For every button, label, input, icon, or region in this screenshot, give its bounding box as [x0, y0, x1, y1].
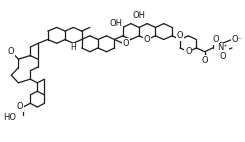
Text: O⁻: O⁻	[232, 35, 243, 44]
Text: O: O	[144, 35, 150, 44]
Text: O: O	[201, 56, 208, 65]
Text: H: H	[70, 43, 76, 52]
Text: O: O	[123, 39, 129, 48]
Text: O: O	[219, 52, 226, 61]
Text: HO: HO	[3, 113, 16, 122]
Text: O: O	[177, 31, 183, 40]
Text: OH: OH	[110, 19, 123, 28]
Text: O: O	[8, 47, 15, 56]
Text: O: O	[213, 35, 219, 44]
Text: OH: OH	[133, 11, 146, 20]
Text: O: O	[16, 103, 23, 111]
Text: O: O	[185, 47, 192, 56]
Text: N⁺: N⁺	[217, 43, 228, 52]
